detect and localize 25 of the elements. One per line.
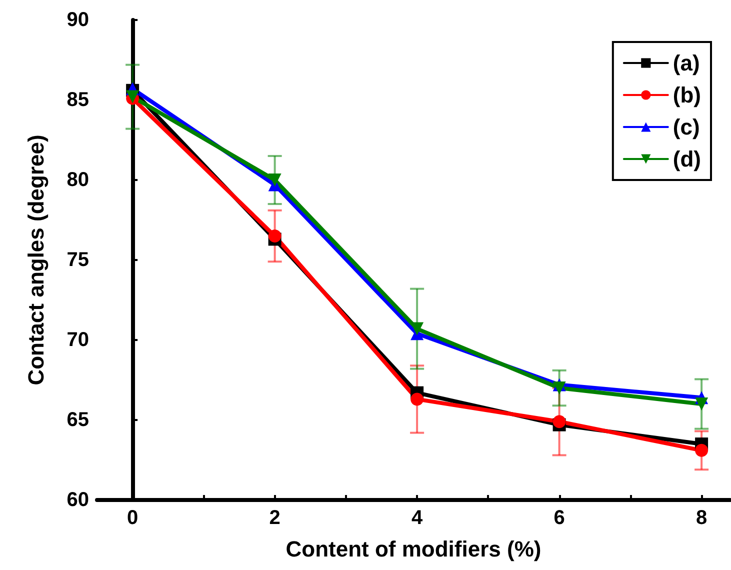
y-tick-label: 70 [66,329,89,351]
point [695,398,708,410]
point [410,392,424,406]
legend-label: (b) [672,82,702,108]
legend-label: (a) [672,50,700,76]
legend-label: (d) [672,146,702,172]
y-tick-label: 65 [66,409,89,431]
x-tick-label: 8 [696,507,708,529]
x-tick-label: 6 [554,507,565,529]
x-tick-label: 0 [127,507,138,529]
point [268,174,282,186]
x-tick-label: 4 [411,507,424,529]
point [695,444,708,457]
legend-label: (c) [672,114,700,140]
point [552,415,566,428]
x-axis-title: Content of modifiers (%) [286,536,542,562]
y-tick-label: 90 [66,9,89,31]
x-tick-label: 2 [269,507,280,529]
y-tick-label: 60 [66,489,89,511]
y-tick-label: 85 [66,89,89,111]
point [552,382,566,394]
y-axis-title: Contact angles (degree) [24,134,48,386]
y-tick-label: 80 [66,169,89,191]
y-tick-label: 75 [66,249,89,271]
point [268,230,282,242]
